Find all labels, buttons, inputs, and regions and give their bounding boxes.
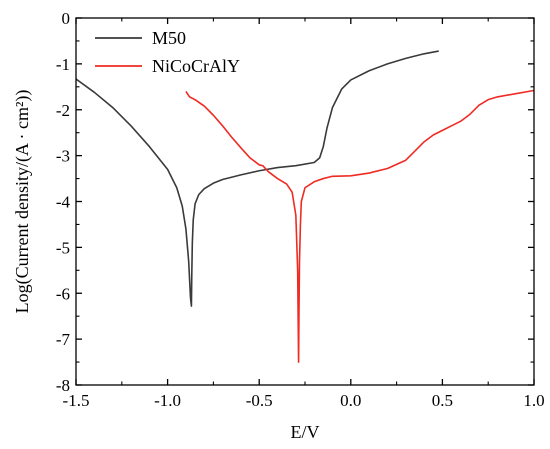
legend-label-nicocraly: NiCoCrAlY [152, 56, 240, 76]
x-tick-label: 0.5 [432, 391, 453, 410]
y-tick-label: -1 [56, 55, 70, 74]
series-line-nicocraly [185, 89, 534, 363]
x-tick-label: -1.0 [154, 391, 181, 410]
x-tick-label: 0.0 [340, 391, 361, 410]
y-tick-label: -8 [56, 376, 70, 395]
y-tick-label: -2 [56, 101, 70, 120]
series-line-m50 [76, 50, 439, 307]
legend-label-m50: M50 [152, 28, 186, 48]
series-group [76, 50, 534, 363]
y-tick-label: -5 [56, 238, 70, 257]
legend: M50 NiCoCrAlY [95, 28, 240, 76]
y-tick-label: -7 [56, 330, 71, 349]
axes-group: -1.5 -1.0 -0.5 0.0 0.5 1.0 0 -1 -2 -3 -4 -5 -6 -7 -8 [56, 9, 545, 410]
x-tick-label: -0.5 [246, 391, 273, 410]
y-tick-label: -4 [56, 193, 71, 212]
y-tick-label: -6 [56, 284, 70, 303]
x-tick-label: 1.0 [523, 391, 544, 410]
y-axis-title: Log(Current density/(A · cm²)) [12, 90, 33, 314]
x-axis-title: E/V [291, 422, 320, 442]
x-tick-label: -1.5 [63, 391, 90, 410]
plot-frame [75, 17, 535, 386]
y-tick-label: -3 [56, 147, 70, 166]
y-tick-label: 0 [62, 9, 71, 28]
